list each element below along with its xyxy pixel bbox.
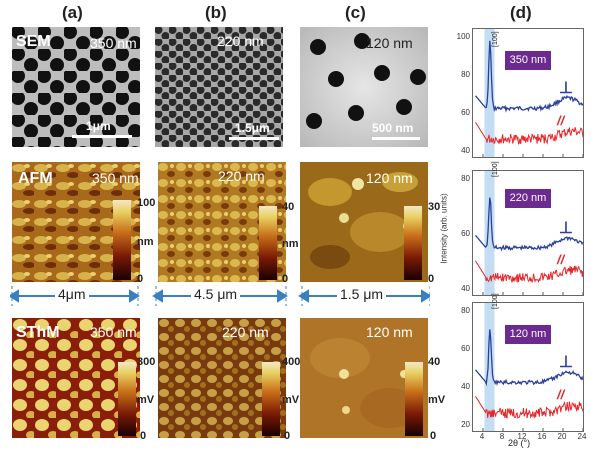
scalebar-c-label: 500 nm [372, 121, 414, 135]
sthm-size-b: 220 nm [222, 324, 269, 340]
afm-colorbar-a-max: 100 [137, 197, 156, 209]
afm-size-a: 350 nm [92, 170, 139, 186]
xrd-ytick-label: 60 [461, 229, 470, 238]
xrd-ytick-label: 20 [461, 420, 470, 429]
sem-image-220nm: 220 nm 1.5μm [155, 27, 283, 147]
xrd-ylabel: Intensity (arb. units) [439, 193, 449, 264]
afm-colorbar-c-max: 30 [428, 201, 441, 213]
afm-colorbar-b [259, 206, 277, 280]
panel-label-c: (c) [345, 3, 366, 22]
sthm-colorbar-c-min: 0 [430, 430, 437, 442]
sthm-colorbar-a-max: 300 [137, 356, 156, 368]
panel-label-a: (a) [62, 3, 83, 22]
scalebar-a-label: 1μm [86, 119, 111, 133]
xrd-ytick-label: 40 [461, 382, 470, 391]
afm-size-b: 220 nm [218, 168, 265, 184]
xrd-xlabel: 2θ (°) [508, 438, 531, 448]
sem-image-120nm: 120 nm 500 nm [300, 27, 428, 147]
sthm-size-a: 350 nm [90, 324, 137, 340]
xrd-ytick-label: 60 [461, 344, 470, 353]
xrd-perp-symbol: ⊥ [559, 80, 573, 98]
xrd-plot-2: [100] 220 nm ⊥ // [472, 161, 584, 296]
afm-colorbar-a-unit: nm [137, 236, 154, 248]
xrd-ytick-label: 40 [461, 146, 470, 155]
sem-row-label: SEM [16, 33, 51, 50]
xrd-par-curve [475, 260, 583, 284]
xrd-xtick-label: 24 [577, 432, 587, 441]
xrd-plot-1: [100] 350 nm ⊥ // [472, 28, 584, 158]
xrd-sample-label: 350 nm [505, 51, 551, 70]
scalebar-a [72, 135, 132, 138]
xrd-plot-3: [100] 120 nm ⊥ // [472, 293, 584, 432]
afm-size-c: 120 nm [366, 170, 413, 186]
sthm-size-c: 120 nm [366, 324, 413, 340]
xrd-perp-symbol: ⊥ [559, 219, 573, 237]
xrd-xtick-label: 12 [517, 432, 527, 441]
xrd-xtick-label: 16 [537, 432, 547, 441]
sthm-colorbar-a-unit: mV [137, 394, 155, 406]
xrd-ytick-label: 60 [461, 108, 470, 117]
xrd-par-symbol: // [557, 113, 565, 129]
xrd-par-symbol: // [557, 387, 565, 403]
sthm-colorbar-b-max: 400 [282, 356, 301, 368]
scalebar-c [372, 137, 420, 140]
afm-colorbar-c [404, 206, 422, 280]
xrd-peak-band [484, 171, 495, 295]
xrd-ytick-label: 80 [461, 306, 470, 315]
afm-colorbar-b-max: 40 [282, 201, 295, 213]
scalebar-b-label: 1.5μm [235, 121, 270, 135]
xrd-sample-label: 220 nm [505, 189, 551, 208]
afm-colorbar-b-min: 0 [282, 273, 289, 285]
xrd-xtick-label: 8 [499, 432, 505, 441]
sem-size-a: 350 nm [90, 35, 137, 51]
afm-colorbar-a [113, 200, 131, 280]
afm-colorbar-c-min: 0 [428, 273, 435, 285]
scan-size-b: 4.5 μm [191, 286, 241, 302]
sthm-colorbar-a [118, 362, 136, 436]
xrd-ytick-label: 80 [461, 70, 470, 79]
sthm-colorbar-b-unit: mV [282, 394, 300, 406]
sthm-colorbar-b [262, 362, 280, 436]
xrd-peak-band [484, 29, 495, 157]
xrd-par-symbol: // [557, 251, 565, 267]
xrd-xtick-label: 20 [557, 432, 567, 441]
xrd-xtick-label: 4 [479, 432, 485, 441]
afm-colorbar-a-min: 0 [137, 273, 144, 285]
afm-row-label: AFM [18, 170, 53, 187]
sem-size-b: 220 nm [217, 33, 264, 49]
xrd-perp-symbol: ⊥ [559, 354, 573, 372]
panel-label-d: (d) [510, 3, 532, 22]
sthm-colorbar-c [405, 362, 423, 436]
xrd-peak-label: [100] [492, 161, 499, 177]
xrd-sample-label: 120 nm [505, 325, 551, 344]
sthm-row-label: SThM [16, 324, 60, 341]
scan-size-a: 4μm [55, 286, 89, 302]
xrd-peak-label: [100] [492, 293, 499, 309]
sthm-colorbar-a-min: 0 [140, 430, 147, 442]
xrd-ytick-label: 80 [461, 174, 470, 183]
xrd-perp-curve [474, 197, 583, 252]
afm-colorbar-b-unit: nm [282, 238, 299, 250]
xrd-par-curve [475, 396, 583, 419]
scan-size-c: 1.5 μm [337, 286, 387, 302]
xrd-par-curve [475, 122, 583, 145]
xrd-peak-label: [100] [492, 31, 499, 47]
xrd-ytick-label: 100 [456, 32, 470, 41]
xrd-perp-curve [475, 40, 583, 113]
sthm-colorbar-c-max: 40 [428, 356, 441, 368]
sem-image-350nm: SEM 350 nm 1μm [12, 27, 140, 147]
sthm-colorbar-c-unit: mV [428, 394, 446, 406]
scalebar-b [229, 137, 279, 140]
panel-label-b: (b) [205, 3, 227, 22]
sem-size-c: 120 nm [366, 35, 413, 51]
sthm-colorbar-b-min: 0 [284, 430, 291, 442]
xrd-peak-band [484, 303, 495, 431]
xrd-ylabel-container: Intensity (arb. units) [438, 100, 450, 360]
xrd-perp-curve [475, 329, 583, 387]
xrd-ytick-label: 40 [461, 284, 470, 293]
